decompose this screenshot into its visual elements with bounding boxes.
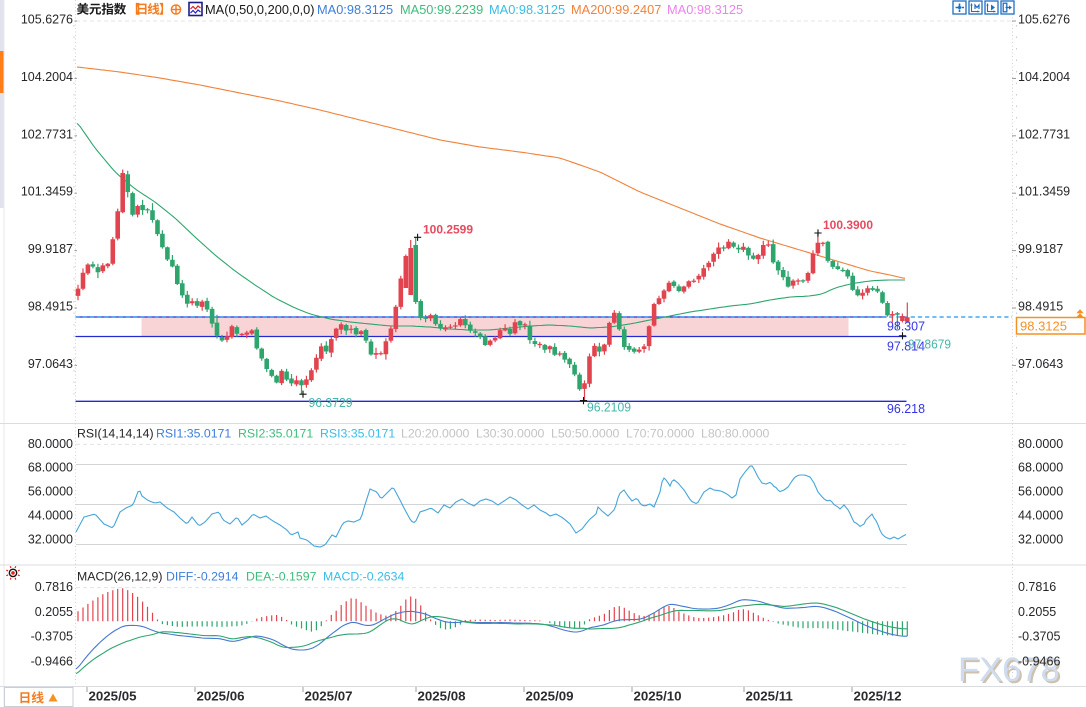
svg-text:RSI2:35.0171: RSI2:35.0171 — [238, 427, 313, 441]
svg-text:99.9187: 99.9187 — [1018, 242, 1063, 256]
svg-text:RSI1:35.0171: RSI1:35.0171 — [156, 427, 231, 441]
svg-text:98.307: 98.307 — [887, 319, 925, 334]
svg-text:DEA:-0.1597: DEA:-0.1597 — [246, 570, 317, 584]
svg-text:L70:70.0000: L70:70.0000 — [626, 427, 695, 441]
svg-text:2025/09: 2025/09 — [526, 689, 574, 704]
svg-text:MA(0,50,0,200,0,0): MA(0,50,0,200,0,0) — [205, 2, 315, 17]
svg-text:80.0000: 80.0000 — [28, 437, 73, 451]
svg-text:97.0643: 97.0643 — [28, 357, 73, 371]
svg-text:2025/11: 2025/11 — [746, 689, 794, 704]
svg-text:MA0:98.3125: MA0:98.3125 — [667, 2, 743, 17]
svg-text:97.814: 97.814 — [887, 339, 925, 354]
svg-text:L20:20.0000: L20:20.0000 — [401, 427, 470, 441]
svg-text:L30:30.0000: L30:30.0000 — [476, 427, 545, 441]
svg-text:44.0000: 44.0000 — [1018, 508, 1063, 522]
svg-text:32.0000: 32.0000 — [1018, 532, 1063, 546]
svg-text:80.0000: 80.0000 — [1018, 437, 1063, 451]
svg-text:100.3900: 100.3900 — [823, 218, 873, 232]
svg-text:0.7816: 0.7816 — [1018, 580, 1056, 594]
svg-text:MA0:98.3125: MA0:98.3125 — [489, 2, 565, 17]
svg-text:MA200:99.2407: MA200:99.2407 — [571, 2, 661, 17]
svg-text:56.0000: 56.0000 — [28, 485, 73, 499]
svg-text:FX678: FX678 — [958, 651, 1060, 689]
svg-text:44.0000: 44.0000 — [28, 508, 73, 522]
svg-text:96.2109: 96.2109 — [587, 400, 631, 415]
svg-text:2025/12: 2025/12 — [854, 689, 902, 704]
svg-text:99.9187: 99.9187 — [28, 242, 73, 256]
svg-text:L80:80.0000: L80:80.0000 — [701, 427, 770, 441]
svg-text:0.7816: 0.7816 — [35, 580, 73, 594]
svg-text:MA50:99.2239: MA50:99.2239 — [400, 2, 483, 17]
svg-text:97.0643: 97.0643 — [1018, 357, 1063, 371]
svg-text:-0.3705: -0.3705 — [1018, 630, 1060, 644]
svg-text:105.6276: 105.6276 — [1018, 13, 1070, 27]
svg-text:RSI(14,14,14): RSI(14,14,14) — [77, 427, 154, 441]
svg-text:MA0:98.3125: MA0:98.3125 — [317, 2, 393, 17]
svg-text:2025/05: 2025/05 — [89, 689, 138, 704]
svg-text:101.3459: 101.3459 — [21, 185, 73, 199]
svg-text:97.8679: 97.8679 — [908, 337, 951, 352]
svg-text:RSI3:35.0171: RSI3:35.0171 — [320, 427, 395, 441]
svg-text:56.0000: 56.0000 — [1018, 485, 1063, 499]
svg-text:0.2055: 0.2055 — [1018, 605, 1056, 619]
svg-text:MACD:-0.2634: MACD:-0.2634 — [323, 570, 404, 584]
svg-text:98.4915: 98.4915 — [1018, 300, 1063, 314]
svg-text:102.7731: 102.7731 — [21, 127, 73, 141]
svg-text:DIFF:-0.2914: DIFF:-0.2914 — [166, 570, 239, 584]
svg-text:105.6276: 105.6276 — [21, 13, 73, 27]
svg-text:2025/06: 2025/06 — [197, 689, 245, 704]
svg-text:104.2004: 104.2004 — [1018, 70, 1070, 84]
svg-text:98.4915: 98.4915 — [28, 300, 73, 314]
svg-text:96.3729: 96.3729 — [309, 395, 353, 410]
svg-text:-0.9466: -0.9466 — [1018, 655, 1060, 669]
svg-text:104.2004: 104.2004 — [21, 70, 73, 84]
svg-text:101.3459: 101.3459 — [1018, 185, 1070, 199]
svg-text:-0.9466: -0.9466 — [31, 655, 73, 669]
svg-text:2025/08: 2025/08 — [418, 689, 466, 704]
svg-text:102.7731: 102.7731 — [1018, 127, 1070, 141]
svg-text:98.3125: 98.3125 — [1020, 319, 1067, 334]
svg-text:FX678: FX678 — [960, 653, 1062, 691]
svg-text:2025/10: 2025/10 — [634, 689, 682, 704]
svg-text:68.0000: 68.0000 — [1018, 461, 1063, 475]
svg-text:96.218: 96.218 — [887, 401, 925, 416]
svg-text:0.2055: 0.2055 — [35, 605, 73, 619]
svg-text:2025/07: 2025/07 — [305, 689, 353, 704]
svg-text:68.0000: 68.0000 — [28, 461, 73, 475]
svg-text:L50:50.0000: L50:50.0000 — [551, 427, 620, 441]
svg-text:32.0000: 32.0000 — [28, 532, 73, 546]
svg-text:MACD(26,12,9): MACD(26,12,9) — [77, 570, 162, 584]
svg-text:100.2599: 100.2599 — [423, 223, 473, 237]
svg-text:-0.3705: -0.3705 — [31, 630, 73, 644]
